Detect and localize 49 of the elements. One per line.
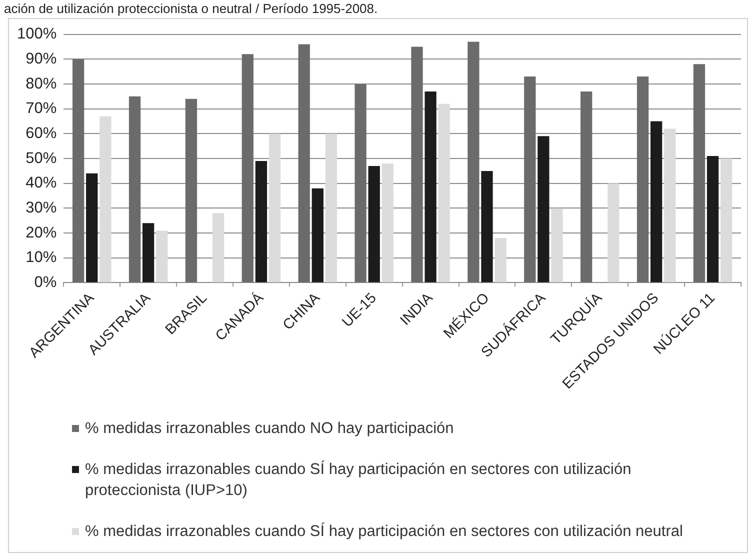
bar (551, 208, 563, 282)
bar (650, 121, 662, 282)
y-tick-label: 90% (26, 50, 57, 68)
legend-label: % medidas irrazonables cuando NO hay participación (85, 419, 454, 439)
bar (354, 84, 366, 282)
bar (706, 156, 719, 282)
bar (636, 76, 649, 282)
y-tick-label: 60% (26, 124, 57, 142)
bar (298, 44, 310, 282)
y-tick-label: 20% (26, 224, 57, 242)
bar (538, 136, 550, 282)
bar (325, 134, 338, 282)
bar (580, 91, 592, 282)
bar (312, 188, 324, 282)
bar (411, 46, 423, 282)
bar (693, 64, 706, 282)
bar (268, 134, 281, 282)
bar (438, 104, 450, 282)
bar (494, 238, 506, 282)
bar (255, 161, 268, 282)
bar (185, 98, 198, 282)
y-tick-label: 100% (16, 26, 57, 43)
bar (128, 96, 141, 282)
bar (720, 158, 732, 282)
bar (142, 223, 154, 282)
bar (72, 59, 84, 282)
bar (86, 173, 98, 282)
bar (368, 166, 380, 282)
bar (156, 230, 168, 282)
y-tick-label: 0% (34, 274, 57, 292)
bar (664, 128, 676, 282)
bar (212, 213, 224, 282)
y-tick-label: 30% (26, 199, 57, 216)
bar (242, 54, 254, 282)
bar (524, 76, 536, 282)
bar (608, 183, 620, 282)
bar (382, 163, 394, 282)
bar (481, 170, 493, 282)
y-tick-label: 40% (26, 174, 57, 192)
bar (468, 42, 480, 282)
y-tick-label: 80% (26, 75, 57, 92)
y-tick-label: 70% (26, 100, 57, 118)
legend-label: % medidas irrazonables cuando SÍ hay participación en sectores con utilización proteccionista (IUP>10) (85, 460, 632, 501)
legend-label: % medidas irrazonables cuando SÍ hay participación en sectores con utilización neutral (85, 522, 683, 542)
y-tick-label: 10% (26, 249, 57, 266)
bar (100, 116, 112, 282)
y-tick-label: 50% (26, 150, 57, 167)
chart-title: ación de utilización proteccionista o neutral / Período 1995-2008. (4, 1, 378, 16)
bar (424, 91, 436, 282)
